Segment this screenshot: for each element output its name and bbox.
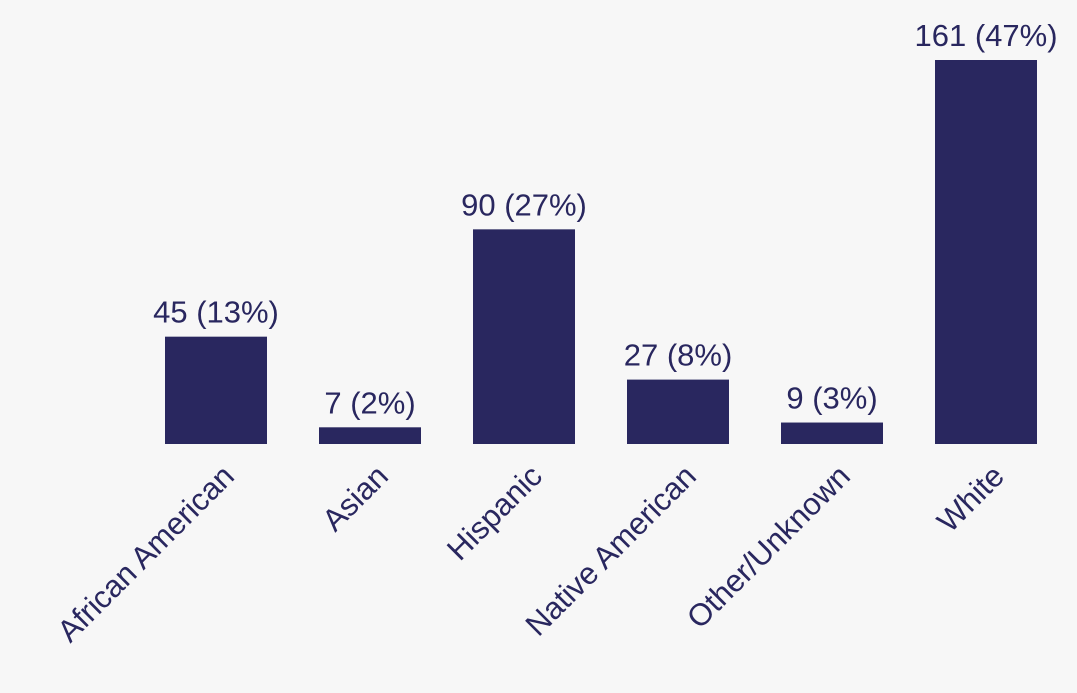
bar <box>473 229 575 444</box>
bar <box>935 60 1037 444</box>
value-label: 45 (13%) <box>153 295 279 330</box>
value-label: 161 (47%) <box>914 18 1057 53</box>
bar <box>627 379 729 444</box>
bar <box>781 422 883 444</box>
value-label: 27 (8%) <box>624 338 733 373</box>
value-label: 7 (2%) <box>324 385 415 420</box>
value-label: 90 (27%) <box>461 187 587 222</box>
bar <box>319 427 421 444</box>
bar <box>165 336 267 444</box>
value-label: 9 (3%) <box>786 381 877 416</box>
